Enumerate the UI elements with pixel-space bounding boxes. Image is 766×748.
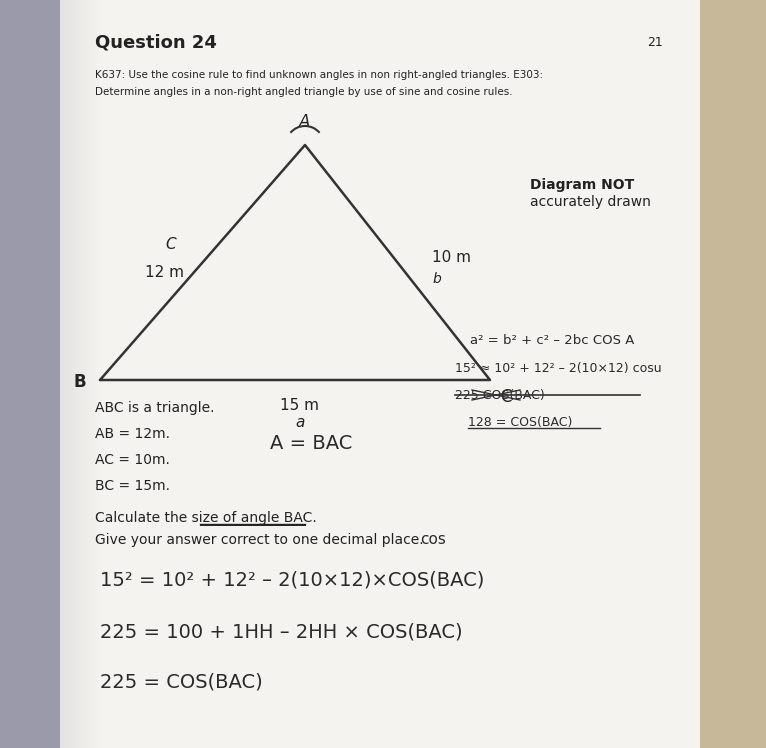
Text: Question 24: Question 24 — [95, 33, 217, 51]
Bar — [98, 0, 100, 748]
Bar — [88, 0, 90, 748]
Text: 225 = 100 + 1HH – 2HH × COS(BAC): 225 = 100 + 1HH – 2HH × COS(BAC) — [100, 622, 463, 642]
Text: a² = b² + c² – 2bc COS A: a² = b² + c² – 2bc COS A — [470, 334, 634, 346]
Text: ABC is a triangle.: ABC is a triangle. — [95, 401, 214, 415]
Text: Determine angles in a non-right angled triangle by use of sine and cosine rules.: Determine angles in a non-right angled t… — [95, 87, 512, 97]
Text: C: C — [500, 388, 512, 406]
Bar — [82, 0, 84, 748]
Text: a: a — [296, 415, 305, 430]
Bar — [76, 0, 78, 748]
Text: 15² ≈ 10² + 12² – 2(10×12) cosu: 15² ≈ 10² + 12² – 2(10×12) cosu — [455, 361, 662, 375]
Bar — [66, 0, 68, 748]
Bar — [94, 0, 96, 748]
Text: 21: 21 — [647, 35, 663, 49]
Bar — [70, 0, 72, 748]
Bar — [78, 0, 80, 748]
Text: 225 = COS(BAC): 225 = COS(BAC) — [100, 672, 263, 691]
Text: b: b — [433, 272, 441, 286]
Text: accurately drawn: accurately drawn — [530, 195, 651, 209]
Polygon shape — [60, 0, 700, 748]
Bar — [86, 0, 88, 748]
Text: cos: cos — [420, 533, 446, 548]
Text: A: A — [300, 113, 311, 131]
Text: B: B — [74, 373, 86, 391]
Bar — [68, 0, 70, 748]
Text: 225 COS(BAC): 225 COS(BAC) — [455, 388, 545, 402]
Text: 128 = COS(BAC): 128 = COS(BAC) — [468, 415, 572, 429]
Text: BC = 15m.: BC = 15m. — [95, 479, 170, 493]
Text: AB = 12m.: AB = 12m. — [95, 427, 170, 441]
Bar — [62, 0, 64, 748]
Text: K637: Use the cosine rule to find unknown angles in non right-angled triangles. : K637: Use the cosine rule to find unknow… — [95, 70, 543, 80]
Text: C: C — [165, 237, 176, 252]
Bar — [90, 0, 92, 748]
Text: A = BAC: A = BAC — [270, 434, 352, 453]
Text: 10 m: 10 m — [433, 250, 472, 265]
Bar — [92, 0, 94, 748]
Bar — [80, 0, 82, 748]
Text: 12 m: 12 m — [145, 265, 184, 280]
Bar — [84, 0, 86, 748]
Bar — [64, 0, 66, 748]
Text: Give your answer correct to one decimal place.: Give your answer correct to one decimal … — [95, 533, 424, 547]
Text: AC = 10m.: AC = 10m. — [95, 453, 170, 467]
Text: Diagram NOT: Diagram NOT — [530, 178, 634, 192]
Bar — [60, 0, 62, 748]
Text: 15 m: 15 m — [280, 398, 319, 413]
Text: Calculate the size of angle BAC.: Calculate the size of angle BAC. — [95, 511, 317, 525]
Polygon shape — [620, 0, 766, 748]
Bar — [72, 0, 74, 748]
Text: 15² = 10² + 12² – 2(10×12)×COS(BAC): 15² = 10² + 12² – 2(10×12)×COS(BAC) — [100, 571, 484, 589]
Bar — [96, 0, 98, 748]
Bar — [74, 0, 76, 748]
Polygon shape — [0, 0, 80, 748]
